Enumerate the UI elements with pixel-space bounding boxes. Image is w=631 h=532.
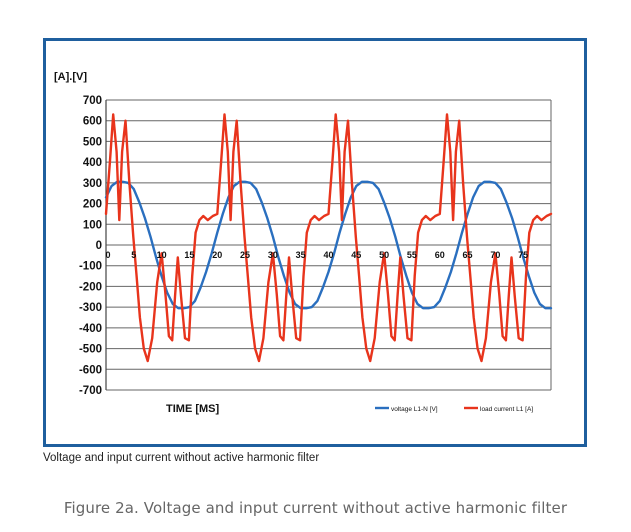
x-tick-label: 65 [463,250,473,260]
x-axis-label: TIME [MS] [166,403,219,415]
y-tick-label: -400 [79,323,102,335]
series [104,113,553,363]
y-tick-label: 400 [83,157,102,169]
y-tick-label: 300 [83,178,102,190]
x-tick-label: 70 [490,250,500,260]
chart-caption: Voltage and input current without active… [43,452,320,464]
x-tick-label: 5 [131,250,136,260]
x-tick-label: 15 [184,250,194,260]
y-tick-label: -100 [79,261,102,273]
y-tick-label: 100 [83,219,102,231]
y-tick-label: 500 [83,136,102,148]
x-tick-label: 0 [105,250,110,260]
figure-frame: 700 600 500 400 300 200 100 0 -100 -200 -300 -400 -5… [43,38,587,447]
y-tick-label: 600 [83,116,102,128]
y-tick-label: -200 [79,281,102,293]
legend-label: load current L1 [A] [480,406,533,413]
y-tick-label: -700 [79,385,102,397]
y-tick-label: -300 [79,302,102,314]
x-tick-label: 20 [212,250,222,260]
x-tick-label: 25 [240,250,250,260]
figure-caption: Figure 2a. Voltage and input current wit… [63,499,568,517]
x-tick-label: 35 [296,250,306,260]
y-tick-label: 0 [96,240,102,252]
x-tick-label: 50 [379,250,389,260]
x-tick-labels: 0 5 10 15 20 25 30 35 40 45 50 55 60 65 70 75 [105,250,528,260]
y-tick-label: -500 [79,344,102,356]
line-chart: 7006005004003002001000-100-200-300-400-5… [54,71,553,415]
x-tick-label: 40 [323,250,333,260]
series-line-voltage [104,180,553,310]
x-tick-label: 10 [157,250,167,260]
series-line-load-current [104,113,553,363]
x-tick-label: 60 [435,250,445,260]
y-axis-label: [A].[V] [54,71,87,83]
y-tick-label: 700 [83,95,102,107]
x-tick-label: 55 [407,250,417,260]
legend-label: voltage L1-N [V] [391,406,438,413]
y-tick-label: 200 [83,199,102,211]
x-tick-label: 45 [351,250,361,260]
x-tick-label: 75 [518,250,528,260]
y-tick-labels: 700 600 500 400 300 200 100 0 -100 -200 -300 -400 -5… [79,95,102,397]
x-tick-label: 30 [268,250,278,260]
legend: voltage L1-N [V] load current L1 [A] [375,406,533,413]
y-tick-label: -600 [79,364,102,376]
